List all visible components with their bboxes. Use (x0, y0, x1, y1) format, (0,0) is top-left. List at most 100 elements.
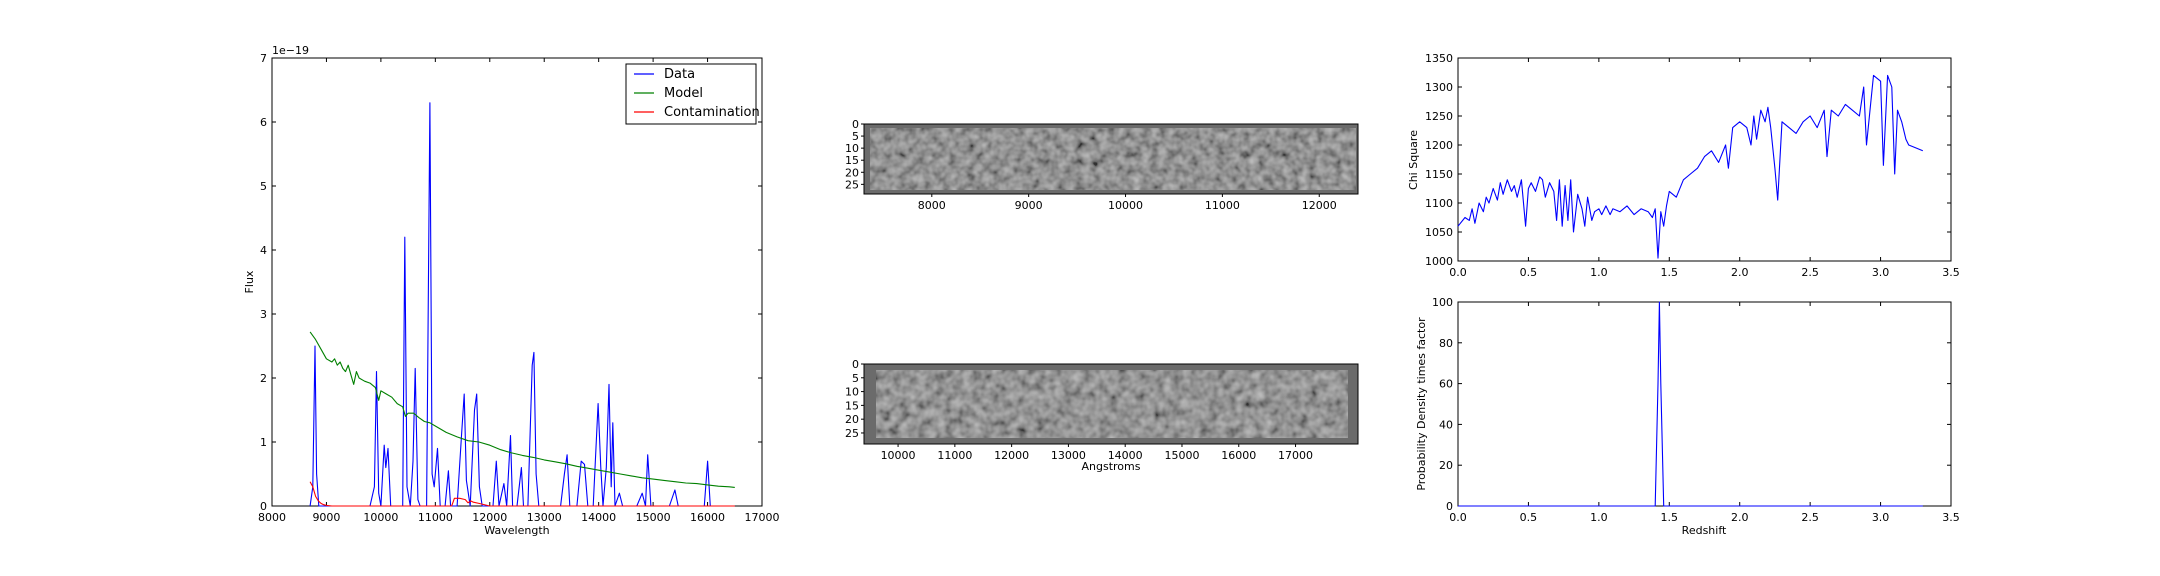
x-tick-label: 14000 (1108, 449, 1143, 462)
y-tick-label: 40 (1439, 418, 1453, 431)
x-tick-label: 0.0 (1449, 511, 1467, 524)
y-tick-label: 6 (260, 116, 267, 129)
x-tick-label: 3.0 (1872, 511, 1890, 524)
x-tick-label: 12000 (994, 449, 1029, 462)
x-tick-label: 13000 (527, 511, 562, 524)
y-tick-label: 2 (260, 372, 267, 385)
y-tick-label: 1250 (1425, 110, 1453, 123)
x-tick-label: 3.5 (1942, 266, 1960, 279)
y-tick-label: 20 (845, 413, 859, 426)
y-tick-label: 1 (260, 436, 267, 449)
legend-label-contamination: Contamination (664, 105, 760, 120)
x-tick-label: 0.5 (1520, 511, 1538, 524)
y-tick-label: 0 (260, 500, 267, 513)
y-tick-label: 20 (845, 166, 859, 179)
x-tick-label: 3.0 (1872, 266, 1890, 279)
image-bottom-noise (876, 370, 1348, 438)
pdf-xlabel: Redshift (1682, 524, 1727, 537)
x-tick-label: 8000 (918, 199, 946, 212)
y-tick-label: 1350 (1425, 52, 1453, 65)
x-tick-label: 15000 (1164, 449, 1199, 462)
y-tick-label: 1000 (1425, 255, 1453, 268)
pdf-ylabel: Probability Density times factor (1415, 317, 1428, 491)
image-bottom-frame (863, 363, 1359, 445)
series-line (1457, 74, 1924, 259)
y-tick-label: 1050 (1425, 226, 1453, 239)
y-tick-label: 80 (1439, 337, 1453, 350)
x-tick-label: 10000 (363, 511, 398, 524)
image-bottom-ticks: 10000 11000 12000 13000 14000 15000 16000 17000… (845, 358, 1313, 462)
x-tick-label: 9000 (312, 511, 340, 524)
model-line (309, 331, 735, 488)
x-tick-label: 0.5 (1520, 266, 1538, 279)
x-tick-label: 17000 (1278, 449, 1313, 462)
chisq-ticks: 0.0 0.5 1.0 1.5 2.0 2.5 3.0 3.5 1000 1050 1100 1150… (1425, 52, 1960, 279)
x-tick-label: 11000 (937, 449, 972, 462)
x-tick-label: 12000 (472, 511, 507, 524)
x-tick-label: 16000 (1221, 449, 1256, 462)
y-tick-label: 5 (852, 130, 859, 143)
y-tick-label: 1200 (1425, 139, 1453, 152)
y-tick-label: 5 (260, 180, 267, 193)
y-tick-label: 60 (1439, 378, 1453, 391)
x-tick-label: 1.5 (1661, 511, 1679, 524)
chisq-ylabel: Chi Square (1407, 130, 1420, 190)
x-tick-label: 11000 (418, 511, 453, 524)
y-tick-label: 10 (845, 386, 859, 399)
y-tick-label: 4 (260, 244, 267, 257)
image-top-noise (870, 128, 1356, 190)
y-tick-label: 3 (260, 308, 267, 321)
image-bottom-xlabel: Angstroms (1082, 460, 1141, 473)
x-tick-label: 10000 (881, 449, 916, 462)
chisq-axes-frame (1457, 57, 1952, 262)
x-tick-label: 0.0 (1449, 266, 1467, 279)
pdf-panel: Redshift Probability Density times facto… (1415, 296, 1960, 537)
y-tick-label: 15 (845, 154, 859, 167)
x-tick-label: 2.5 (1801, 266, 1819, 279)
pdf-ticks: 0.0 0.5 1.0 1.5 2.0 2.5 3.0 3.5 0 20 40 60 80 100 (1432, 296, 1960, 524)
x-tick-label: 2.0 (1731, 511, 1749, 524)
y-tick-label: 25 (845, 178, 859, 191)
x-tick-label: 14000 (581, 511, 616, 524)
y-tick-label: 0 (1446, 500, 1453, 513)
spectrum-panel: 1e−19 Wavelength Flux 8000 9000 10000 11000… (243, 44, 780, 537)
y-tick-label: 100 (1432, 296, 1453, 309)
x-tick-label: 2.0 (1731, 266, 1749, 279)
chisq-lines (1457, 74, 1924, 259)
x-tick-label: 1.5 (1661, 266, 1679, 279)
legend-label-data: Data (664, 67, 695, 82)
x-tick-label: 9000 (1015, 199, 1043, 212)
y-tick-label: 20 (1439, 459, 1453, 472)
legend-label-model: Model (664, 86, 703, 101)
spectrum-axes-frame (271, 57, 763, 507)
x-tick-label: 17000 (745, 511, 780, 524)
image-bottom-panel: Angstroms 10000 11000 12000 13000 14000 15000… (845, 358, 1359, 473)
series-line (1458, 301, 1923, 507)
x-tick-label: 11000 (1205, 199, 1240, 212)
pdf-axes-frame (1457, 301, 1952, 507)
x-tick-label: 2.5 (1801, 511, 1819, 524)
x-tick-label: 3.5 (1942, 511, 1960, 524)
x-tick-label: 1.0 (1590, 511, 1608, 524)
x-tick-label: 12000 (1302, 199, 1337, 212)
x-tick-label: 13000 (1051, 449, 1086, 462)
y-tick-label: 7 (260, 52, 267, 65)
x-tick-label: 8000 (258, 511, 286, 524)
spectrum-lines (309, 102, 735, 507)
y-tick-label: 1100 (1425, 197, 1453, 210)
x-tick-label: 1.0 (1590, 266, 1608, 279)
y-tick-label: 25 (845, 427, 859, 440)
spectrum-ylabel: Flux (243, 270, 256, 293)
spectrum-ticks: 8000 9000 10000 11000 12000 13000 14000 15000 16… (258, 52, 780, 524)
x-tick-label: 15000 (636, 511, 671, 524)
image-top-frame (863, 123, 1359, 195)
y-tick-label: 15 (845, 399, 859, 412)
spectrum-legend: Data Model Contamination (625, 63, 760, 125)
chisq-panel: Chi Square 0.0 0.5 1.0 1.5 2.0 2.5 3.0 3.5 1000 1… (1407, 52, 1960, 279)
y-tick-label: 10 (845, 142, 859, 155)
y-tick-label: 0 (852, 118, 859, 131)
spectrum-offset-text: 1e−19 (272, 44, 309, 57)
x-tick-label: 16000 (690, 511, 725, 524)
